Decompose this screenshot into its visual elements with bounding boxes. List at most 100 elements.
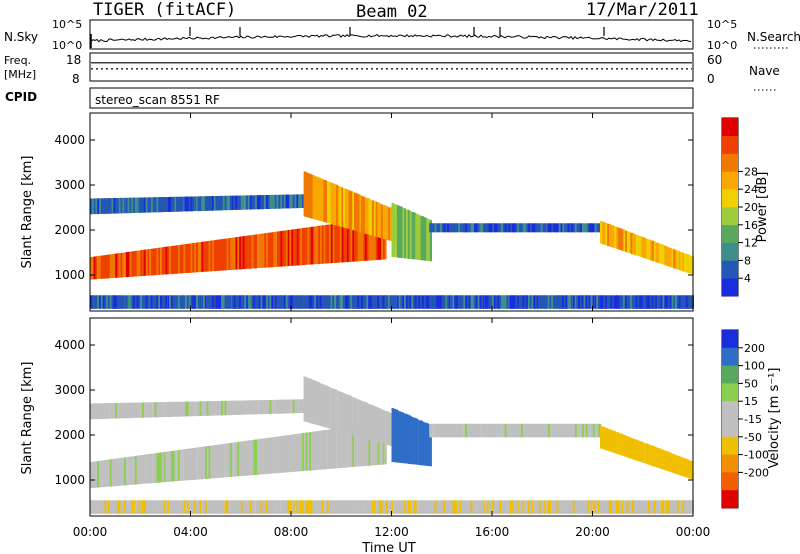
power-echo-midday-spread-3 [397,205,400,258]
power-echo-near-range-118 [301,295,304,309]
power-echo-upper-band-99 [267,195,271,209]
power-echo-evening-descent-43 [676,250,680,270]
power-echo-main-band-136 [334,223,338,263]
power-echo-steep-rise-29 [355,193,359,232]
velocity-echo-midday-band-2 [432,423,435,438]
velocity-echo-upper-band-117 [300,399,303,413]
power-echo-main-band-106 [280,231,284,267]
velocity-echo-near-range-17 [120,500,123,514]
power-echo-near-range-259 [554,295,558,309]
velocity-echo-near-range-318 [660,500,663,514]
velocity-echo-near-range-27 [138,500,141,514]
power-echo-upper-band-53 [185,196,188,212]
power-echo-near-range-261 [558,295,562,309]
velocity-echo-midday-band-42 [504,423,507,438]
velocity-echo-main-band-6 [100,460,103,488]
power-ylabel: Slant Range [km] [20,156,35,269]
velocity-echo-upper-band-107 [282,399,286,414]
velocity-echo-midday-band-85 [582,423,586,438]
velocity-echo-near-range-292 [614,500,617,514]
power-echo-main-band-114 [294,229,297,266]
power-echo-near-range-119 [303,295,306,309]
velocity-echo-midday-spread-1 [393,408,396,463]
velocity-echo-midday-band-23 [470,423,474,438]
power-echo-main-band-1 [91,256,95,280]
velocity-echo-near-range-52 [183,500,186,514]
velocity-echo-steep-rise-18 [336,390,338,431]
velocity-echo-evening-descent-41 [673,454,676,474]
power-echo-upper-band-86 [244,195,248,210]
velocity-echo-midday-band-86 [583,423,586,438]
velocity-echo-midday-band-78 [569,423,573,438]
velocity-echo-evening-descent-35 [662,450,666,470]
power-colorbar-seg-9 [722,118,738,137]
power-echo-main-band-10 [108,254,110,279]
velocity-echo-near-range-282 [596,500,599,514]
power-echo-main-band-9 [106,254,109,279]
power-echo-main-band-8 [104,255,107,279]
power-echo-main-band-35 [152,248,155,276]
velocity-echo-near-range-195 [440,500,443,514]
power-echo-steep-rise-47 [388,207,392,241]
power-echo-near-range-104 [276,295,280,309]
velocity-echo-main-band-62 [201,446,204,480]
power-echo-near-range-85 [242,295,245,309]
velocity-echo-midday-spread-20 [428,424,432,467]
power-echo-midday-band-82 [576,223,580,233]
power-echo-near-range-111 [289,295,293,309]
power-echo-main-band-119 [303,227,307,265]
power-echo-near-range-71 [217,295,221,309]
power-echo-near-range-145 [350,295,353,309]
power-echo-near-range-260 [556,295,560,309]
velocity-echo-upper-band-62 [201,401,205,416]
velocity-echo-near-range-71 [217,500,221,514]
velocity-echo-midday-spread-5 [400,412,404,463]
power-echo-near-range-240 [520,295,523,309]
velocity-echo-near-range-210 [466,500,470,514]
power-echo-upper-band-36 [154,197,158,213]
power-echo-steep-rise-40 [375,202,379,237]
power-echo-near-range-21 [127,295,131,309]
power-echo-near-range-24 [133,295,135,309]
velocity-echo-steep-rise-33 [363,401,366,439]
cpid-panel-frame [89,87,694,109]
power-echo-upper-band-112 [291,194,294,209]
velocity-echo-main-band-78 [230,442,234,477]
velocity-echo-main-band-23 [131,456,134,485]
power-echo-near-range-305 [637,295,640,309]
power-echo-midday-band-89 [589,223,592,233]
power-echo-near-range-225 [493,295,496,309]
power-echo-near-range-62 [201,295,204,309]
velocity-echo-main-band-145 [350,426,353,468]
velocity-echo-near-range-48 [176,500,180,514]
power-echo-midday-band-59 [535,223,538,233]
velocity-echo-near-range-271 [576,500,580,514]
power-echo-upper-band-71 [217,196,220,211]
power-echo-near-range-72 [219,295,223,309]
power-echo-main-band-68 [212,240,215,272]
power-echo-near-range-189 [429,295,432,309]
velocity-echo-upper-band-66 [208,401,212,416]
velocity-echo-midday-band-94 [598,423,602,438]
velocity-echo-near-range-30 [143,500,147,514]
velocity-echo-upper-band-103 [274,399,278,414]
velocity-echo-steep-rise-30 [357,399,360,437]
velocity-echo-evening-descent-24 [642,442,645,463]
power-echo-near-range-206 [459,295,462,309]
velocity-echo-near-range-38 [158,500,161,514]
power-echo-evening-descent-36 [664,245,667,266]
power-echo-main-band-32 [147,249,150,276]
power-echo-near-range-186 [423,295,426,309]
power-echo-near-range-237 [515,295,518,309]
power-echo-main-band-96 [262,233,265,268]
power-echo-near-range-196 [441,295,445,309]
power-echo-midday-band-50 [519,223,522,233]
velocity-colorbar-seg-2 [722,365,738,384]
power-echo-midday-band-39 [499,223,502,233]
power-echo-upper-band-77 [228,195,231,211]
velocity-echo-main-band-43 [167,451,171,482]
power-echo-evening-descent-8 [614,226,618,249]
power-colorbar [722,118,738,297]
power-echo-main-band-60 [197,242,200,273]
power-colorbar-seg-5 [722,189,738,208]
